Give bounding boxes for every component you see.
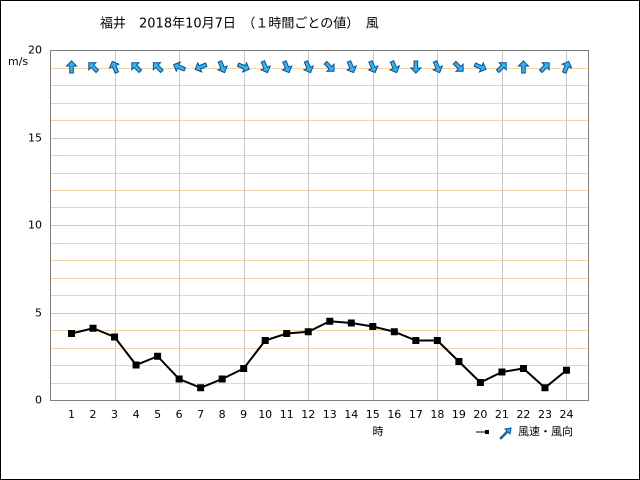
wind-direction-arrow xyxy=(388,60,401,74)
x-tick-label: 21 xyxy=(495,408,509,421)
x-tick-label: 4 xyxy=(133,408,140,421)
wind-speed-marker xyxy=(89,324,97,332)
wind-speed-marker xyxy=(541,384,549,392)
wind-direction-arrow xyxy=(452,60,464,72)
x-tick-label: 20 xyxy=(473,408,487,421)
wind-direction-arrow xyxy=(65,60,78,74)
wind-speed-marker xyxy=(197,384,205,392)
wind-speed-marker xyxy=(283,330,291,337)
wind-direction-arrow xyxy=(517,60,530,74)
wind-direction-arrow xyxy=(88,62,100,74)
wind-speed-marker xyxy=(519,365,527,372)
x-tick-label: 24 xyxy=(559,408,573,421)
wind-direction-arrow xyxy=(172,61,187,73)
x-tick-label: 14 xyxy=(344,408,358,421)
wind-direction-arrow xyxy=(131,62,143,74)
y-tick-label: 15 xyxy=(28,132,42,145)
x-tick-label: 1 xyxy=(68,408,75,421)
wind-direction-arrow xyxy=(194,61,208,73)
x-tick-label: 8 xyxy=(219,408,226,421)
wind-direction-arrow xyxy=(560,60,573,74)
x-tick-label: 7 xyxy=(197,408,204,421)
wind-direction-arrow xyxy=(345,60,358,74)
wind-speed-marker xyxy=(562,366,570,374)
wind-direction-arrow xyxy=(236,61,250,73)
wind-direction-arrow xyxy=(409,60,423,74)
x-tick-label: 12 xyxy=(301,408,315,421)
wind-speed-marker xyxy=(132,361,140,369)
wind-direction-arrow xyxy=(302,60,315,74)
legend: 風速・風向 xyxy=(476,424,573,440)
wind-speed-marker xyxy=(154,352,162,360)
x-tick-label: 6 xyxy=(176,408,183,421)
x-axis-label: 時 xyxy=(373,425,384,438)
wind-speed-marker xyxy=(326,317,334,325)
wind-speed-marker xyxy=(111,333,119,341)
y-tick-label: 0 xyxy=(35,394,42,407)
wind-direction-arrow xyxy=(538,62,550,74)
wind-speed-marker xyxy=(390,328,398,336)
wind-speed-marker xyxy=(261,337,269,344)
wind-speed-marker xyxy=(498,368,506,376)
wind-speed-marker xyxy=(347,319,355,327)
wind-direction-arrow xyxy=(259,60,272,74)
y-axis-label: m/s xyxy=(8,55,28,68)
wind-speed-marker xyxy=(412,337,420,344)
wind-speed-marker xyxy=(476,379,484,386)
wind-speed-marker xyxy=(175,375,183,383)
x-tick-label: 10 xyxy=(258,408,272,421)
wind-direction-arrow xyxy=(473,61,487,73)
wind-direction-arrow xyxy=(323,60,335,72)
y-tick-label: 10 xyxy=(28,219,42,232)
x-tick-label: 19 xyxy=(452,408,466,421)
wind-direction-arrow xyxy=(367,60,379,74)
wind-direction-arrow xyxy=(281,60,293,74)
x-tick-label: 22 xyxy=(516,408,530,421)
legend-marker xyxy=(485,430,489,434)
wind-speed-line xyxy=(71,320,568,390)
wind-speed-marker xyxy=(304,328,312,336)
wind-direction-arrow xyxy=(108,60,121,74)
x-tick-label: 11 xyxy=(280,408,294,421)
wind-speed-marker xyxy=(455,358,463,365)
wind-speed-marker xyxy=(68,330,76,337)
x-tick-label: 16 xyxy=(387,408,401,421)
wind-direction-arrow xyxy=(216,60,229,74)
x-tick-label: 23 xyxy=(538,408,552,421)
x-tick-label: 15 xyxy=(366,408,380,421)
x-tick-label: 3 xyxy=(111,408,118,421)
y-tick-label: 20 xyxy=(28,44,42,57)
x-tick-label: 9 xyxy=(240,408,247,421)
wind-speed-marker xyxy=(218,375,226,383)
wind-speed-marker xyxy=(369,323,377,330)
wind-direction-arrow xyxy=(431,60,444,74)
y-tick-label: 5 xyxy=(35,307,42,320)
chart-title: 福井 2018年10月7日 （１時間ごとの値） 風 xyxy=(100,16,379,32)
legend-arrow xyxy=(499,427,512,440)
x-tick-label: 17 xyxy=(409,408,423,421)
plot-border xyxy=(50,50,589,401)
x-tick-label: 2 xyxy=(90,408,97,421)
wind-speed-marker xyxy=(240,365,248,372)
wind-speed-marker xyxy=(433,337,441,344)
wind-direction-arrow xyxy=(495,62,507,74)
wind-direction-arrow xyxy=(152,62,164,74)
x-tick-label: 18 xyxy=(430,408,444,421)
x-tick-label: 5 xyxy=(154,408,161,421)
x-tick-label: 13 xyxy=(323,408,337,421)
legend-label: 風速・風向 xyxy=(518,424,573,438)
